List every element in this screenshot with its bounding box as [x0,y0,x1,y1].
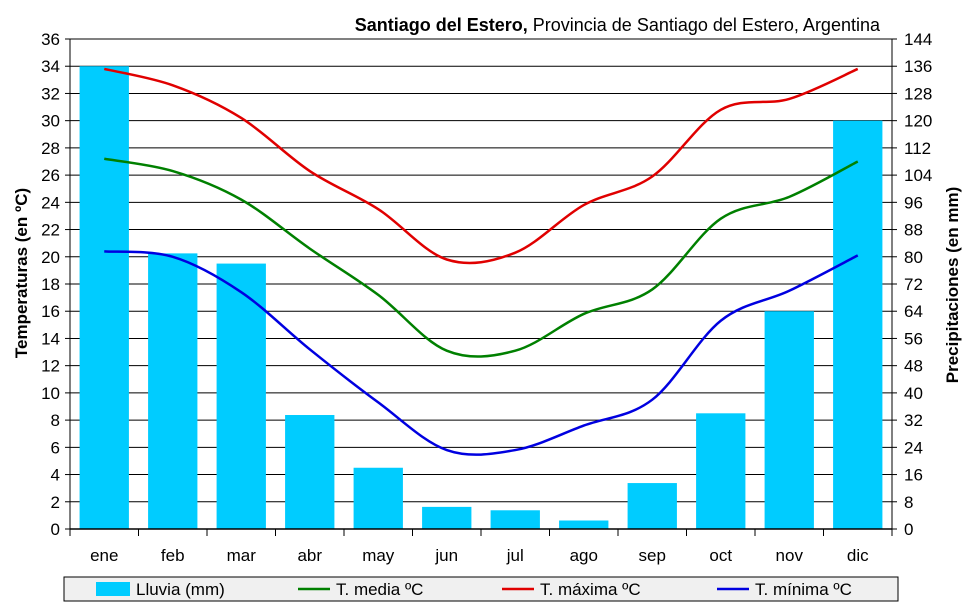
t-media-line [104,157,859,358]
y-tick-label-right: 16 [904,466,923,485]
x-tick-label-feb: feb [161,546,185,565]
y-tick-label-left: 20 [41,248,60,267]
x-tick-label-ago: ago [570,546,598,565]
y-tick-label-right: 24 [904,438,923,457]
y-tick-label-left: 24 [41,193,60,212]
y-tick-label-right: 8 [904,493,913,512]
y-tick-label-right: 0 [904,520,913,539]
rain-bar-oct [696,413,746,529]
y-tick-label-left: 28 [41,139,60,158]
legend-label-t-minima: T. mínima ºC [755,580,852,599]
rain-bar-jul [490,510,540,529]
t-minima-line [104,250,859,456]
y-tick-label-right: 120 [904,112,932,131]
rain-bar-may [353,467,403,529]
legend-swatch-rain [96,582,130,596]
x-tick-label-nov: nov [776,546,804,565]
rain-bar-mar [216,263,266,529]
y-tick-label-right: 40 [904,384,923,403]
y-tick-label-right: 136 [904,57,932,76]
t-maxima-line [103,67,859,265]
y-tick-label-left: 0 [51,520,60,539]
y-tick-label-left: 30 [41,112,60,131]
chart-title: Santiago del Estero, Provincia de Santia… [355,15,881,35]
rain-bar-ene [79,66,129,529]
legend-label-t-maxima: T. máxima ºC [540,580,641,599]
y-tick-label-left: 34 [41,57,60,76]
x-tick-label-may: may [362,546,395,565]
legend: Lluvia (mm) T. media ºC T. máxima ºC T. mín… [63,576,899,602]
x-tick-label-oct: oct [709,546,732,565]
y-tick-label-left: 36 [41,30,60,49]
y-tick-label-left: 12 [41,357,60,376]
x-tick-label-jun: jun [434,546,458,565]
y-tick-label-left: 8 [51,411,60,430]
y-tick-label-right: 88 [904,221,923,240]
rain-bar-feb [148,253,198,529]
x-tick-label-sep: sep [639,546,666,565]
rain-bar-nov [764,311,814,529]
rain-bar-ago [559,520,609,529]
rain-bar-dic [833,120,883,530]
y-tick-label-right: 56 [904,329,923,348]
y-tick-label-right: 104 [904,166,932,185]
y-tick-label-left: 6 [51,438,60,457]
temperature-lines [103,67,859,456]
y-tick-label-right: 80 [904,248,923,267]
rain-bars [79,66,883,530]
y-tick-label-right: 96 [904,193,923,212]
legend-label-t-media: T. media ºC [336,580,423,599]
y-tick-label-right: 144 [904,30,932,49]
y-tick-label-left: 14 [41,329,60,348]
x-tick-label-jul: jul [506,546,524,565]
x-tick-label-abr: abr [297,546,322,565]
rain-bar-jun [422,506,472,529]
y-tick-label-right: 72 [904,275,923,294]
y-axis-title-right: Precipitaciones (en mm) [943,187,962,384]
y-tick-label-left: 10 [41,384,60,403]
y-tick-label-left: 18 [41,275,60,294]
y-tick-label-right: 64 [904,302,923,321]
y-tick-label-left: 2 [51,493,60,512]
rain-bar-abr [285,415,335,529]
rain-bar-sep [627,483,677,529]
legend-box [63,576,899,602]
y-tick-label-left: 26 [41,166,60,185]
y-tick-label-right: 48 [904,357,923,376]
x-tick-label-dic: dic [847,546,869,565]
y-axis-title-left: Temperaturas (en ºC) [12,188,31,358]
gridlines [70,38,892,530]
y-tick-label-right: 32 [904,411,923,430]
chart-title-rest: Provincia de Santiago del Estero, Argent… [528,15,881,35]
y-tick-label-left: 22 [41,221,60,240]
y-tick-label-right: 128 [904,84,932,103]
x-tick-label-ene: ene [90,546,118,565]
y-tick-label-left: 32 [41,84,60,103]
axes: 0246810121416182022242628303234360816243… [41,30,932,565]
y-tick-label-right: 112 [904,139,931,158]
y-tick-label-left: 4 [51,466,60,485]
legend-label-rain: Lluvia (mm) [136,580,225,599]
chart-title-bold: Santiago del Estero, [355,15,528,35]
x-tick-label-mar: mar [227,546,257,565]
y-tick-label-left: 16 [41,302,60,321]
